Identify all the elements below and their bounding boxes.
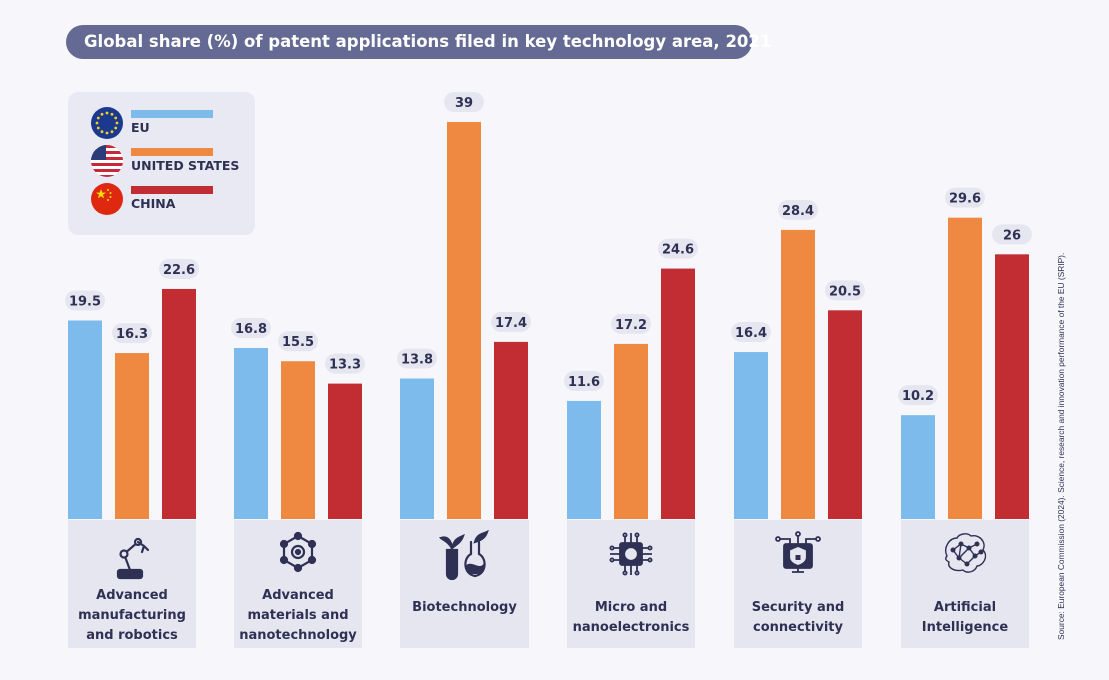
bar-united-states-security-and-connectivity [781,229,815,519]
brain-network-icon [945,533,987,573]
category-box-ai: Artificial Intelligence [901,520,1029,648]
robot-arm-icon [116,537,150,580]
data-label-bg [65,290,105,311]
category-box-biotech: Biotechnology [400,520,529,648]
bar-united-states-biotechnology [447,122,481,519]
bar-china-micro-and-nanoelectronics [661,268,695,519]
data-label-bg [658,238,698,259]
data-label-united-states-advanced-manufacturing-and-robotics: 16.3 [116,327,148,342]
data-label-eu-advanced-materials-and-nanotechnology: 16.8 [235,322,267,337]
data-label-eu-advanced-manufacturing-and-robotics: 19.5 [69,295,101,310]
data-label-bg [731,322,771,343]
bar-eu-advanced-materials-and-nanotechnology [234,347,268,519]
category-box-micro: Micro and nanoelectronics [567,520,695,648]
category-label-manufacturing: Advanced manufacturing and robotics [78,588,186,643]
category-box-materials: Advanced materials and nanotechnology [234,520,362,648]
category-label-security: Security and connectivity [751,600,845,635]
legend-label-china: CHINA [131,196,176,211]
legend-swatch-eu [131,110,213,118]
bar-china-security-and-connectivity [828,310,862,519]
bar-china-artificial-intelligence [995,254,1029,520]
data-label-bg [945,187,985,208]
data-label-bg [611,313,651,334]
bar-eu-artificial-intelligence [901,415,935,519]
category-label-ai: Artificial Intelligence [921,600,1009,635]
microchip-icon [609,532,653,576]
chart-title: Global share (%) of patent applications … [66,25,771,59]
us-flag-icon [91,145,123,177]
data-label-bg [159,258,199,279]
data-label-bg [778,199,818,220]
legend-swatch-us [131,148,213,156]
bar-united-states-advanced-manufacturing-and-robotics [115,353,149,519]
bar-eu-security-and-connectivity [734,352,768,519]
data-label-china-advanced-materials-and-nanotechnology: 13.3 [329,358,361,373]
legend-label-eu: EU [131,120,150,135]
data-label-bg [992,224,1032,245]
eu-flag-icon [91,107,123,139]
data-label-china-micro-and-nanoelectronics: 24.6 [662,243,694,258]
data-label-bg [564,370,604,391]
legend: EU UNITED STATES CHINA [68,92,255,235]
bar-china-advanced-manufacturing-and-robotics [162,288,196,519]
bar-united-states-artificial-intelligence [948,217,982,519]
data-label-eu-artificial-intelligence: 10.2 [902,389,934,404]
category-label-micro: Micro and nanoelectronics [572,600,690,635]
category-box-security: Security and connectivity [734,520,862,648]
bar-eu-biotechnology [400,378,434,519]
data-label-bg [898,385,938,406]
data-label-eu-biotechnology: 13.8 [401,353,433,368]
data-label-eu-security-and-connectivity: 16.4 [735,326,767,341]
china-flag-icon [91,183,123,215]
data-label-united-states-micro-and-nanoelectronics: 17.2 [615,318,647,333]
data-label-bg [444,92,484,112]
data-label-united-states-security-and-connectivity: 28.4 [782,204,814,219]
data-label-bg [397,348,437,369]
data-label-eu-micro-and-nanoelectronics: 11.6 [568,375,600,390]
legend-item-eu: EU [68,106,255,142]
data-label-bg [231,317,271,338]
bar-eu-advanced-manufacturing-and-robotics [68,320,102,519]
legend-item-china: CHINA [68,182,255,218]
category-label-biotech: Biotechnology [412,600,517,615]
data-label-bg [112,323,152,344]
category-box-manufacturing: Advanced manufacturing and robotics [68,520,196,648]
bar-china-advanced-materials-and-nanotechnology [328,383,362,519]
bar-china-biotechnology [494,341,528,519]
data-label-united-states-artificial-intelligence: 29.6 [949,192,981,207]
data-label-bg [825,280,865,301]
legend-swatch-china [131,186,213,194]
bar-united-states-advanced-materials-and-nanotechnology [281,361,315,519]
data-label-bg [491,311,531,332]
molecule-icon [279,531,317,573]
data-label-china-biotechnology: 17.4 [495,316,527,331]
bar-united-states-micro-and-nanoelectronics [614,343,648,519]
shield-monitor-icon [775,531,821,573]
legend-label-us: UNITED STATES [131,158,240,173]
data-label-united-states-advanced-materials-and-nanotechnology: 15.5 [282,335,314,350]
plant-flask-icon [438,529,489,581]
legend-item-us: UNITED STATES [68,144,255,180]
source-note: Source: European Commission (2024). Scie… [1056,252,1066,640]
data-label-bg [325,353,365,374]
category-label-materials: Advanced materials and nanotechnology [239,588,357,643]
data-label-bg [278,331,318,352]
bar-eu-micro-and-nanoelectronics [567,400,601,519]
data-label-china-advanced-manufacturing-and-robotics: 22.6 [163,263,195,278]
data-label-united-states-biotechnology: 39 [455,96,473,111]
data-label-china-security-and-connectivity: 20.5 [829,284,861,299]
data-label-china-artificial-intelligence: 26 [1003,228,1021,243]
